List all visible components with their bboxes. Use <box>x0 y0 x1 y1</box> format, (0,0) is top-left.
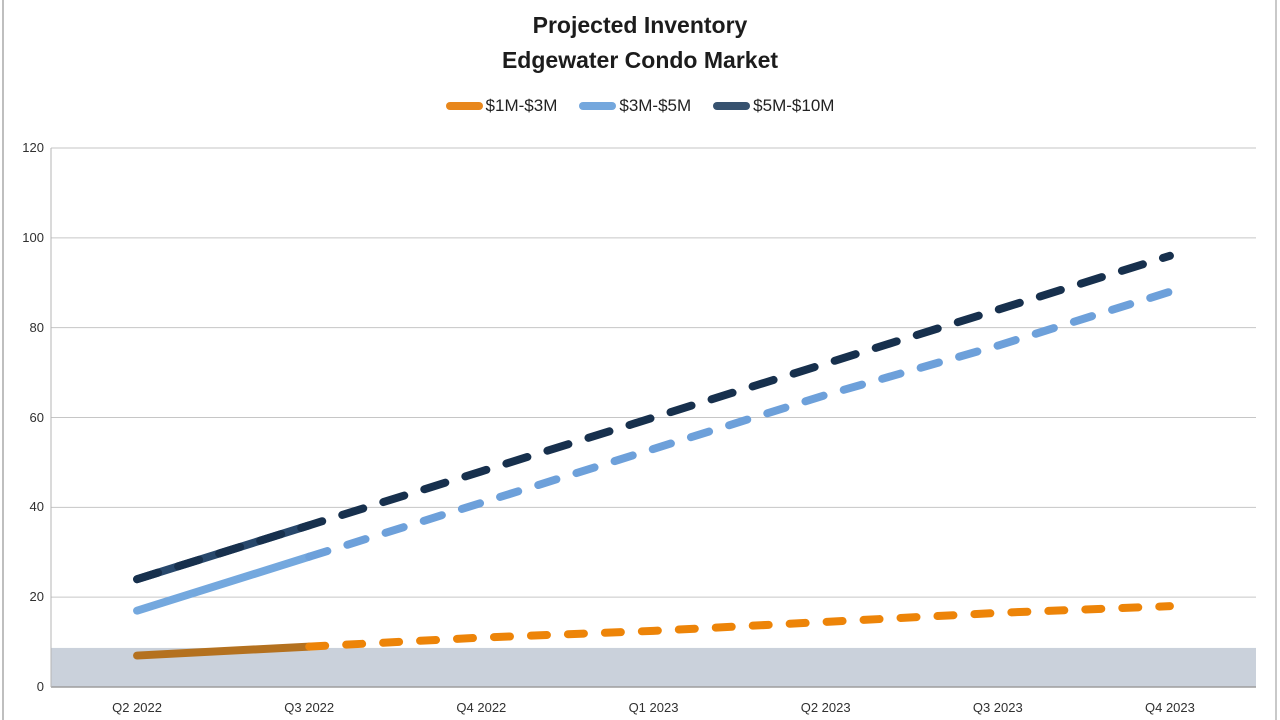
x-tick-label-q2-2022: Q2 2022 <box>112 700 162 715</box>
x-tick-label-q1-2023: Q1 2023 <box>628 700 679 715</box>
series-dashed-2 <box>133 251 1174 584</box>
y-tick-label-60: 60 <box>29 409 44 425</box>
legend-swatch-lightblue <box>579 102 617 110</box>
x-tick-label-q2-2023: Q2 2023 <box>800 700 851 715</box>
x-tick-label-q4-2023: Q4 2023 <box>1144 700 1195 715</box>
y-tick-label-0: 0 <box>36 679 44 694</box>
x-tick-label-q3-2022: Q3 2022 <box>284 700 335 715</box>
legend-label: $5M-$10M <box>753 96 835 115</box>
x-tick-label-q4-2022: Q4 2022 <box>456 700 507 715</box>
legend-swatch-orange <box>445 102 483 110</box>
chart-legend: $1M-$3M $3M-$5M $5M-$10M <box>0 96 1280 116</box>
series-solid-1 <box>133 552 314 615</box>
legend-item-1m-3m: $1M-$3M <box>445 96 558 116</box>
y-tick-label-80: 80 <box>29 319 44 335</box>
highlight-band <box>51 647 1256 687</box>
legend-label: $1M-$3M <box>485 96 558 115</box>
y-tick-label-20: 20 <box>29 589 44 605</box>
page-left-border <box>2 0 4 720</box>
y-tick-label-40: 40 <box>29 499 44 515</box>
page-right-border <box>1275 0 1277 720</box>
chart-title-line2: Edgewater Condo Market <box>501 47 779 73</box>
x-tick-label-q3-2023: Q3 2023 <box>972 700 1023 715</box>
legend-swatch-navy <box>713 102 751 110</box>
y-tick-label-100: 100 <box>22 229 44 245</box>
legend-item-5m-10m: $5M-$10M <box>713 96 834 116</box>
series-solid-0 <box>133 642 314 660</box>
legend-item-3m-5m: $3M-$5M <box>579 96 691 116</box>
chart-title: Projected Inventory Edgewater Condo Mark… <box>0 8 1280 78</box>
series-dashed-0 <box>305 602 1174 651</box>
y-tick-label-120: 120 <box>22 140 44 155</box>
series-dashed-1 <box>305 287 1174 561</box>
chart-title-line1: Projected Inventory <box>532 12 748 38</box>
legend-label: $3M-$5M <box>619 96 692 115</box>
